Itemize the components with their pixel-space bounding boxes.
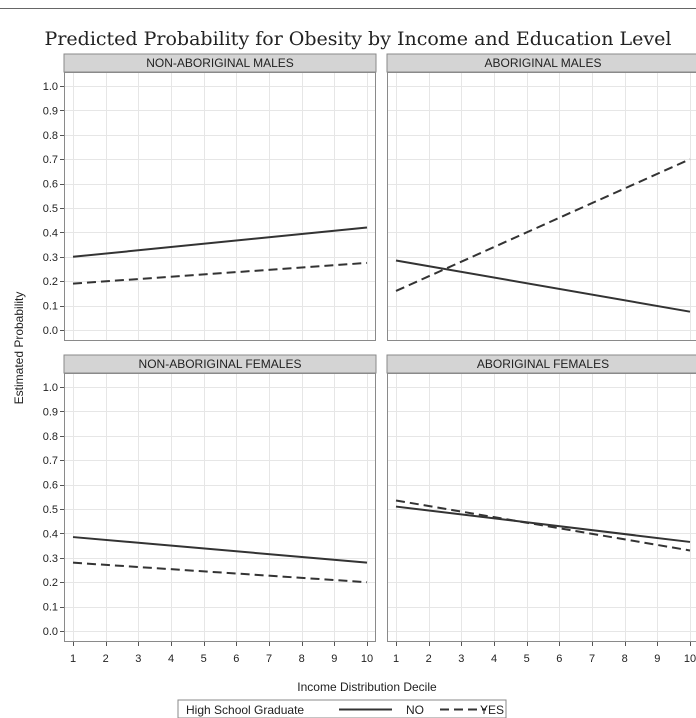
x-tick-label: 7 xyxy=(589,653,595,665)
x-tick-label: 4 xyxy=(168,653,174,665)
panel-3: ABORIGINAL FEMALES 1 2 3 4 5 6 7 8 9 10 xyxy=(386,354,696,665)
panel-0: NON-ABORIGINAL MALES 0.0 0.1 0.2 0.3 0.4 0.5 0.… xyxy=(43,53,377,341)
y-tick-label: 0.9 xyxy=(43,105,58,117)
x-tick-label: 8 xyxy=(622,653,628,665)
y-tick-label: 0.6 xyxy=(43,480,58,492)
x-tick-label: 2 xyxy=(426,653,432,665)
x-tick-label: 3 xyxy=(135,653,141,665)
y-tick-label: 0.9 xyxy=(43,406,58,418)
x-tick-label: 9 xyxy=(654,653,660,665)
y-tick-label: 0.8 xyxy=(43,431,58,443)
y-tick-label: 0.7 xyxy=(43,455,58,467)
x-tick-label: 5 xyxy=(201,653,207,665)
y-tick-label: 0.3 xyxy=(43,553,58,565)
series-line-no xyxy=(72,536,368,564)
x-tick-label: 10 xyxy=(684,653,696,665)
panel-frame xyxy=(387,373,696,642)
y-tick-label: 1.0 xyxy=(43,81,58,93)
x-tick-label: 6 xyxy=(556,653,562,665)
y-tick-label: 0.8 xyxy=(43,130,58,142)
x-tick-label: 8 xyxy=(299,653,305,665)
x-tick-label: 1 xyxy=(70,653,76,665)
y-axis-label: Estimated Probability xyxy=(12,292,26,405)
y-tick-label: 0.0 xyxy=(43,325,58,337)
x-tick-label: 3 xyxy=(458,653,464,665)
x-tick-label: 10 xyxy=(361,653,373,665)
panel-frame xyxy=(387,72,696,341)
y-tick-label: 0.4 xyxy=(43,227,58,239)
panel-grid: NON-ABORIGINAL MALES 0.0 0.1 0.2 0.3 0.4 0.5 0.… xyxy=(43,53,696,665)
y-tick-label: 0.2 xyxy=(43,577,58,589)
x-tick-label: 2 xyxy=(103,653,109,665)
series-line-yes xyxy=(72,561,368,584)
x-tick-label: 6 xyxy=(233,653,239,665)
x-tick-label: 7 xyxy=(266,653,272,665)
y-tick-label: 0.5 xyxy=(43,504,58,516)
y-tick-label: 0.6 xyxy=(43,179,58,191)
x-tick-label: 9 xyxy=(331,653,337,665)
legend-yes-label: YES xyxy=(480,703,504,717)
x-tick-label: 4 xyxy=(491,653,497,665)
x-tick-label: 1 xyxy=(393,653,399,665)
panel-title: ABORIGINAL FEMALES xyxy=(477,357,609,371)
y-tick-label: 0.5 xyxy=(43,203,58,215)
panel-title: ABORIGINAL MALES xyxy=(485,56,602,70)
y-tick-label: 0.1 xyxy=(43,602,58,614)
panel-1: ABORIGINAL MALES xyxy=(386,53,696,341)
y-tick-label: 1.0 xyxy=(43,382,58,394)
legend-no-label: NO xyxy=(406,703,424,717)
series-line-no xyxy=(395,259,691,313)
chart-title: Predicted Probability for Obesity by Inc… xyxy=(45,28,672,50)
panel-2: NON-ABORIGINAL FEMALES 0.0 0.1 0.2 0.3 0.4 0.5… xyxy=(43,354,377,665)
panel-title: NON-ABORIGINAL MALES xyxy=(146,56,294,70)
x-tick-label: 5 xyxy=(524,653,530,665)
panel-frame xyxy=(64,72,376,341)
y-tick-label: 0.2 xyxy=(43,276,58,288)
panel-title: NON-ABORIGINAL FEMALES xyxy=(139,357,302,371)
x-axis-label: Income Distribution Decile xyxy=(297,680,437,694)
legend-title: High School Graduate xyxy=(186,703,304,717)
series-line-yes xyxy=(395,158,691,292)
series-line-yes xyxy=(395,499,691,552)
y-tick-label: 0.3 xyxy=(43,252,58,264)
y-tick-label: 0.1 xyxy=(43,301,58,313)
series-line-no xyxy=(72,226,368,258)
y-tick-label: 0.0 xyxy=(43,626,58,638)
panel-frame xyxy=(64,373,376,642)
series-line-yes xyxy=(72,261,368,285)
y-tick-label: 0.7 xyxy=(43,154,58,166)
legend: High School Graduate NO YES xyxy=(177,699,507,718)
y-tick-label: 0.4 xyxy=(43,528,58,540)
series-line-no xyxy=(395,505,691,543)
